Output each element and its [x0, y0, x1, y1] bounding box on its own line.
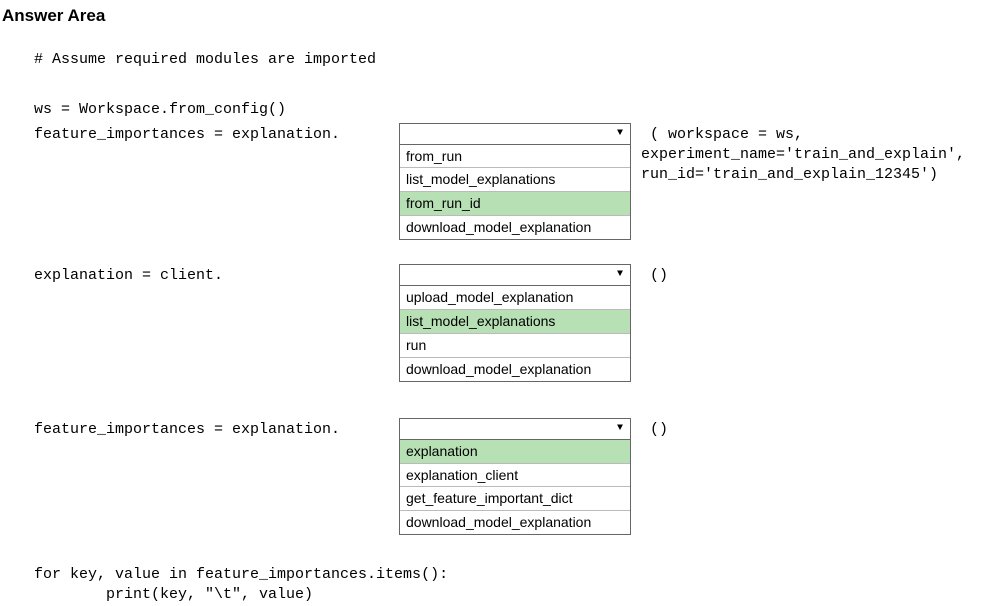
dropdown-2-option[interactable]: list_model_explanations	[400, 309, 630, 333]
dropdown-1[interactable]: ▼ from_run list_model_explanations from_…	[399, 123, 631, 241]
chevron-down-icon: ▼	[612, 267, 628, 283]
page-title: Answer Area	[0, 0, 1000, 26]
code-comment: # Assume required modules are imported	[34, 50, 1000, 70]
chevron-down-icon: ▼	[612, 126, 628, 142]
dropdown-1-selected[interactable]: ▼	[399, 123, 631, 145]
dropdown-2-list: upload_model_explanation list_model_expl…	[399, 286, 631, 382]
dropdown-2[interactable]: ▼ upload_model_explanation list_model_ex…	[399, 264, 631, 382]
row-1-right-code: ( workspace = ws, experiment_name='train…	[631, 123, 965, 186]
code-loop-line-1: for key, value in feature_importances.it…	[34, 565, 1000, 585]
dropdown-1-option[interactable]: from_run	[400, 145, 630, 168]
dropdown-2-option[interactable]: download_model_explanation	[400, 357, 630, 381]
row-2: explanation = client. ▼ upload_model_exp…	[34, 264, 1000, 382]
row-2-left-code: explanation = client.	[34, 264, 399, 286]
row-1: feature_importances = explanation. ▼ fro…	[34, 123, 1000, 241]
dropdown-3[interactable]: ▼ explanation explanation_client get_fea…	[399, 418, 631, 536]
row-3: feature_importances = explanation. ▼ exp…	[34, 418, 1000, 536]
chevron-down-icon: ▼	[612, 421, 628, 437]
dropdown-1-option[interactable]: download_model_explanation	[400, 215, 630, 239]
dropdown-2-option[interactable]: run	[400, 333, 630, 357]
dropdown-2-option[interactable]: upload_model_explanation	[400, 286, 630, 309]
dropdown-3-option[interactable]: explanation_client	[400, 463, 630, 487]
dropdown-3-option[interactable]: download_model_explanation	[400, 510, 630, 534]
row-1-left-code: feature_importances = explanation.	[34, 123, 399, 145]
dropdown-3-list: explanation explanation_client get_featu…	[399, 440, 631, 536]
code-ws-line: ws = Workspace.from_config()	[34, 100, 1000, 120]
dropdown-3-option[interactable]: get_feature_important_dict	[400, 486, 630, 510]
row-3-left-code: feature_importances = explanation.	[34, 418, 399, 440]
dropdown-1-option[interactable]: list_model_explanations	[400, 167, 630, 191]
dropdown-3-selected[interactable]: ▼	[399, 418, 631, 440]
code-area: # Assume required modules are imported w…	[0, 26, 1000, 606]
dropdown-1-list: from_run list_model_explanations from_ru…	[399, 145, 631, 241]
code-loop-line-2: print(key, "\t", value)	[34, 585, 1000, 605]
row-2-right-code: ()	[631, 264, 668, 286]
dropdown-1-option[interactable]: from_run_id	[400, 191, 630, 215]
row-3-right-code: ()	[631, 418, 668, 440]
dropdown-3-option[interactable]: explanation	[400, 440, 630, 463]
dropdown-2-selected[interactable]: ▼	[399, 264, 631, 286]
